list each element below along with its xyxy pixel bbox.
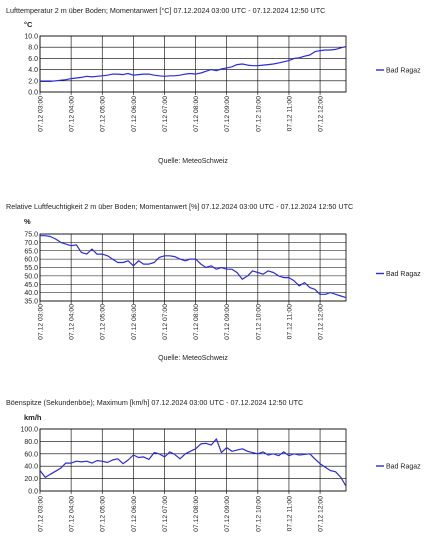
y-axis-unit: % bbox=[24, 217, 31, 226]
x-tick-label: 07.12 07:00 bbox=[162, 496, 169, 532]
y-tick-label: 10.0 bbox=[24, 34, 38, 41]
y-tick-label: 75.0 bbox=[24, 232, 38, 239]
y-tick-label: 55.0 bbox=[24, 265, 38, 272]
x-tick-label: 07.12 06:00 bbox=[131, 496, 138, 532]
y-tick-label: 45.0 bbox=[24, 282, 38, 289]
y-tick-label: 40.0 bbox=[24, 464, 38, 471]
y-tick-label: 20.0 bbox=[24, 476, 38, 483]
y-tick-label: 40.0 bbox=[24, 290, 38, 297]
y-tick-label: 80.0 bbox=[24, 439, 38, 446]
y-tick-label: 0.0 bbox=[28, 489, 38, 496]
legend-label: Bad Ragaz bbox=[386, 68, 421, 75]
y-tick-label: 60.0 bbox=[24, 257, 38, 264]
x-tick-label: 07.12 05:00 bbox=[100, 96, 107, 132]
x-tick-label: 07.12 12:00 bbox=[318, 496, 325, 532]
x-tick-label: 07.12 05:00 bbox=[100, 496, 107, 532]
x-tick-label: 07.12 12:00 bbox=[318, 96, 325, 132]
x-tick-label: 07.12 07:00 bbox=[162, 96, 169, 132]
series-line-bad-ragaz bbox=[40, 235, 347, 299]
series-line-bad-ragaz bbox=[39, 438, 347, 487]
x-tick-label: 07.12 05:00 bbox=[100, 304, 107, 340]
x-tick-label: 07.12 06:00 bbox=[131, 304, 138, 340]
x-tick-label: 07.12 10:00 bbox=[255, 96, 262, 132]
y-tick-label: 70.0 bbox=[24, 240, 38, 247]
x-tick-label: 07.12 11:00 bbox=[286, 496, 293, 532]
x-tick-label: 07.12 08:00 bbox=[193, 96, 200, 132]
y-tick-label: 60.0 bbox=[24, 451, 38, 458]
chart-title: Böenspitze (Sekundenböe); Maximum [km/h]… bbox=[6, 398, 303, 407]
x-tick-label: 07.12 03:00 bbox=[38, 96, 45, 132]
source-note: Quelle: MeteoSchweiz bbox=[158, 355, 228, 362]
x-tick-label: 07.12 03:00 bbox=[38, 496, 45, 532]
x-tick-label: 07.12 04:00 bbox=[69, 96, 76, 132]
x-tick-label: 07.12 10:00 bbox=[255, 304, 262, 340]
x-tick-label: 07.12 04:00 bbox=[69, 496, 76, 532]
x-tick-label: 07.12 11:00 bbox=[286, 304, 293, 340]
x-tick-label: 07.12 06:00 bbox=[131, 96, 138, 132]
x-tick-label: 07.12 09:00 bbox=[224, 96, 231, 132]
y-axis-unit: km/h bbox=[24, 413, 42, 422]
x-tick-label: 07.12 11:00 bbox=[286, 96, 293, 132]
x-tick-label: 07.12 08:00 bbox=[193, 304, 200, 340]
y-tick-label: 4.0 bbox=[28, 67, 38, 74]
y-axis-unit: °C bbox=[24, 20, 33, 29]
y-tick-label: 2.0 bbox=[28, 78, 38, 85]
plot-area bbox=[39, 35, 347, 93]
x-tick-label: 07.12 12:00 bbox=[318, 304, 325, 340]
x-tick-label: 07.12 10:00 bbox=[255, 496, 262, 532]
x-tick-label: 07.12 08:00 bbox=[193, 496, 200, 532]
y-tick-label: 8.0 bbox=[28, 45, 38, 52]
y-tick-label: 50.0 bbox=[24, 273, 38, 280]
y-tick-label: 0.0 bbox=[28, 90, 38, 97]
plot-area bbox=[39, 428, 347, 492]
x-tick-label: 07.12 09:00 bbox=[224, 496, 231, 532]
x-tick-label: 07.12 04:00 bbox=[69, 304, 76, 340]
y-tick-label: 6.0 bbox=[28, 56, 38, 63]
legend-label: Bad Ragaz bbox=[386, 271, 421, 278]
chart-title: Lufttemperatur 2 m über Boden; Momentanw… bbox=[6, 6, 325, 15]
y-tick-label: 65.0 bbox=[24, 248, 38, 255]
legend-label: Bad Ragaz bbox=[386, 464, 421, 471]
source-note: Quelle: MeteoSchweiz bbox=[158, 158, 228, 165]
x-tick-label: 07.12 09:00 bbox=[224, 304, 231, 340]
chart-title: Relative Luftfeuchtigkeit 2 m über Boden… bbox=[6, 202, 353, 211]
x-tick-label: 07.12 03:00 bbox=[38, 304, 45, 340]
y-tick-label: 35.0 bbox=[24, 299, 38, 306]
y-tick-label: 100.0 bbox=[20, 427, 38, 434]
series-line-bad-ragaz bbox=[40, 46, 347, 83]
x-tick-label: 07.12 07:00 bbox=[162, 304, 169, 340]
